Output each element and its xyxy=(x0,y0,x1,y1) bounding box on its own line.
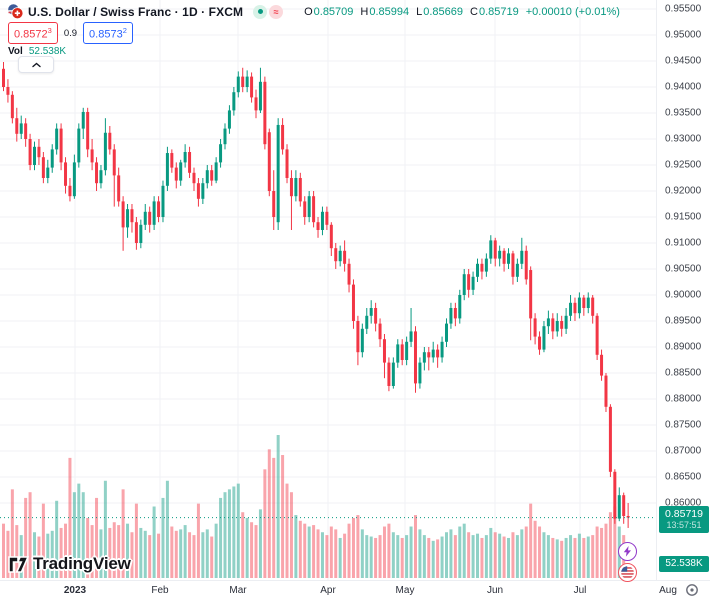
sell-bid-button[interactable]: 0.85723 xyxy=(8,21,58,45)
time-axis-tick: Apr xyxy=(320,585,336,596)
price-axis-tick: 0.86000 xyxy=(665,497,702,509)
economic-event-lightning-badge[interactable] xyxy=(618,542,637,561)
bar-close-countdown: 13:57:51 xyxy=(666,519,702,530)
price-axis-tick: 0.95000 xyxy=(665,29,702,41)
axis-settings-gear-icon[interactable] xyxy=(684,582,700,598)
close-label: C xyxy=(470,5,478,18)
price-axis-tick: 0.95500 xyxy=(665,3,702,15)
price-axis-tick: 0.93000 xyxy=(665,133,702,145)
low-label: L xyxy=(416,5,423,18)
volume-axis-label: 52.538K xyxy=(659,556,709,572)
price-axis-tick: 0.91500 xyxy=(665,211,702,223)
price-axis-tick: 0.90000 xyxy=(665,289,702,301)
legend-collapse-button[interactable] xyxy=(18,56,54,73)
volume-legend: Vol 52.538K xyxy=(8,46,620,57)
low-value: 0.85669 xyxy=(423,5,464,18)
usd-chf-flag-icon xyxy=(8,4,24,20)
time-axis-tick: Jun xyxy=(486,585,504,596)
price-chart-pane[interactable] xyxy=(0,0,656,580)
price-axis-tick: 0.92000 xyxy=(665,185,702,197)
price-axis-tick: 0.90500 xyxy=(665,263,702,275)
price-axis[interactable]: 0.85719 13:57:51 52.538K 0.95500 0.95000 0… xyxy=(656,0,710,580)
delayed-data-icon[interactable]: ≈ xyxy=(269,4,284,19)
us-flag-icon xyxy=(621,566,634,579)
time-axis-tick: 2023 xyxy=(63,585,87,596)
open-value: 0.85709 xyxy=(313,5,354,18)
time-axis-tick: Jul xyxy=(573,585,587,596)
high-label: H xyxy=(360,5,369,18)
tradingview-logo[interactable]: TradingView xyxy=(8,554,131,574)
price-axis-tick: 0.92500 xyxy=(665,159,702,171)
time-axis-tick: May xyxy=(395,585,415,596)
price-axis-tick: 0.89000 xyxy=(665,341,702,353)
volume-label: Vol xyxy=(8,46,23,57)
symbol-title[interactable]: U.S. Dollar / Swiss Franc · 1D · FXCM xyxy=(28,4,244,19)
price-axis-tick: 0.91000 xyxy=(665,237,702,249)
chevron-up-icon xyxy=(31,62,41,67)
tradingview-logo-mark-icon xyxy=(8,555,29,573)
time-axis-tick: Aug xyxy=(659,585,677,596)
chart-legend: U.S. Dollar / Swiss Franc · 1D · FXCM ≈ … xyxy=(8,3,620,57)
tradingview-logo-text: TradingView xyxy=(33,554,131,573)
time-axis[interactable]: 2023 Feb Mar Apr May Jun Jul Aug xyxy=(0,580,710,600)
price-axis-tick: 0.93500 xyxy=(665,107,702,119)
price-axis-tick: 0.88000 xyxy=(665,393,702,405)
us-economic-event-flag-badge[interactable] xyxy=(618,563,637,582)
price-axis-tick: 0.88500 xyxy=(665,367,702,379)
spread-value: 0.9 xyxy=(63,27,78,39)
change-value: +0.00010 (+0.01%) xyxy=(525,5,620,18)
open-label: O xyxy=(304,5,313,18)
price-axis-tick: 0.86500 xyxy=(665,471,702,483)
price-axis-tick: 0.89500 xyxy=(665,315,702,327)
high-value: 0.85994 xyxy=(369,5,410,18)
price-axis-tick: 0.94000 xyxy=(665,81,702,93)
market-open-status-icon[interactable] xyxy=(253,4,268,19)
price-axis-tick: 0.87500 xyxy=(665,419,702,431)
buy-ask-button[interactable]: 0.85732 xyxy=(83,21,133,45)
time-axis-tick: Feb xyxy=(151,585,169,596)
last-price-label: 0.85719 13:57:51 xyxy=(659,505,709,534)
lightning-icon xyxy=(623,546,631,557)
price-axis-tick: 0.87000 xyxy=(665,445,702,457)
time-axis-tick: Mar xyxy=(229,585,247,596)
price-axis-tick: 0.94500 xyxy=(665,55,702,67)
ohlc-values: O 0.85709 H 0.85994 L 0.85669 C 0.85719 +0.0… xyxy=(297,6,620,18)
close-value: 0.85719 xyxy=(478,5,519,18)
volume-value: 52.538K xyxy=(28,46,67,57)
last-price-value: 0.85719 xyxy=(665,507,703,520)
